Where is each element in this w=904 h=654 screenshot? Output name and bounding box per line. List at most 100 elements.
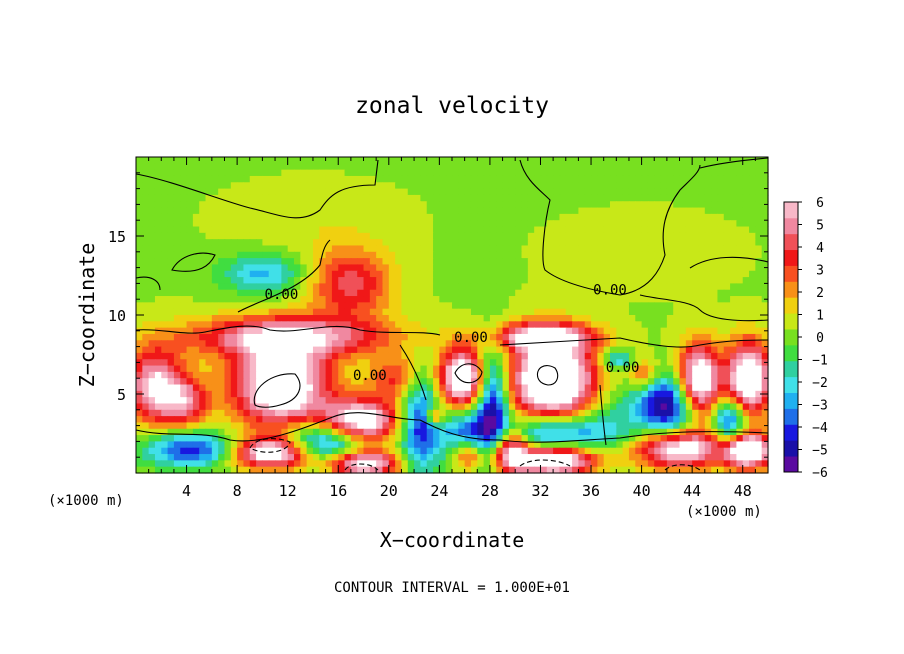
heatmap-cell	[205, 277, 213, 284]
heatmap-cell	[660, 333, 668, 341]
heatmap-cell	[761, 220, 769, 228]
heatmap-cell	[407, 264, 415, 272]
heatmap-cell	[401, 346, 409, 354]
heatmap-cell	[426, 239, 434, 247]
heatmap-cell	[711, 207, 719, 215]
heatmap-cell	[483, 201, 491, 209]
heatmap-cell	[578, 270, 586, 278]
heatmap-cell	[420, 428, 428, 436]
heatmap-cell	[603, 239, 611, 247]
heatmap-cell	[584, 315, 592, 322]
heatmap-cell	[742, 340, 750, 348]
heatmap-cell	[300, 188, 308, 196]
heatmap-cell	[350, 422, 358, 430]
heatmap-cell	[395, 428, 403, 436]
heatmap-cell	[546, 454, 554, 461]
heatmap-cell	[445, 352, 453, 360]
heatmap-cell	[458, 157, 466, 164]
heatmap-cell	[148, 258, 156, 266]
heatmap-cell	[660, 384, 668, 392]
heatmap-cell	[433, 296, 440, 303]
heatmap-cell	[578, 315, 586, 322]
heatmap-cell	[508, 201, 516, 209]
heatmap-cell	[477, 194, 485, 202]
heatmap-cell	[199, 409, 207, 417]
heatmap-cell	[641, 163, 649, 171]
heatmap-cell	[553, 359, 561, 367]
heatmap-cell	[300, 435, 308, 442]
heatmap-cell	[761, 460, 769, 468]
heatmap-cell	[426, 296, 434, 303]
heatmap-cell	[420, 201, 428, 209]
heatmap-cell	[565, 213, 573, 221]
heatmap-cell	[704, 409, 712, 417]
heatmap-cell	[243, 371, 251, 379]
heatmap-cell	[224, 207, 232, 215]
heatmap-cell	[338, 416, 346, 424]
heatmap-cell	[521, 207, 529, 215]
heatmap-cell	[591, 213, 598, 221]
heatmap-cell	[464, 346, 472, 354]
heatmap-cell	[237, 220, 245, 228]
heatmap-cell	[148, 321, 156, 329]
heatmap-cell	[603, 365, 611, 373]
heatmap-cell	[331, 428, 339, 436]
heatmap-cell	[325, 289, 333, 297]
heatmap-cell	[654, 435, 662, 442]
heatmap-cell	[603, 321, 611, 329]
heatmap-cell	[420, 359, 428, 367]
heatmap-cell	[755, 251, 763, 259]
heatmap-cell	[578, 201, 586, 209]
heatmap-cell	[433, 188, 440, 196]
heatmap-cell	[742, 258, 750, 266]
heatmap-cell	[717, 270, 725, 278]
heatmap-cell	[673, 441, 681, 449]
heatmap-cell	[173, 207, 181, 215]
heatmap-cell	[199, 315, 207, 322]
heatmap-cell	[761, 416, 769, 424]
heatmap-cell	[540, 226, 548, 234]
heatmap-cell	[654, 251, 662, 259]
heatmap-cell	[704, 188, 712, 196]
heatmap-cell	[483, 454, 491, 461]
heatmap-cell	[692, 327, 700, 335]
heatmap-cell	[496, 258, 504, 266]
heatmap-cell	[711, 352, 719, 360]
heatmap-cell	[692, 384, 700, 392]
heatmap-cell	[211, 390, 219, 398]
heatmap-cell	[717, 163, 725, 171]
heatmap-cell	[376, 365, 384, 373]
heatmap-cell	[180, 296, 188, 303]
heatmap-cell	[698, 157, 706, 164]
heatmap-cell	[698, 194, 706, 202]
heatmap-cell	[704, 157, 712, 164]
heatmap-cell	[521, 188, 529, 196]
heatmap-cell	[173, 466, 181, 474]
heatmap-cell	[136, 435, 143, 442]
heatmap-cell	[142, 346, 150, 354]
heatmap-cell	[275, 384, 282, 392]
heatmap-cell	[452, 175, 459, 183]
heatmap-cell	[199, 466, 207, 474]
heatmap-cell	[508, 226, 516, 234]
heatmap-cell	[186, 157, 194, 164]
heatmap-cell	[496, 175, 504, 183]
heatmap-cell	[243, 157, 251, 164]
heatmap-cell	[268, 327, 276, 335]
heatmap-cell	[205, 289, 213, 297]
heatmap-cell	[325, 188, 333, 196]
heatmap-cell	[603, 296, 611, 303]
heatmap-cell	[218, 207, 226, 215]
heatmap-cell	[489, 239, 497, 247]
heatmap-cell	[559, 188, 567, 196]
heatmap-cell	[742, 315, 750, 322]
heatmap-cell	[180, 194, 188, 202]
heatmap-cell	[660, 403, 668, 411]
heatmap-cell	[407, 296, 415, 303]
heatmap-cell	[300, 390, 308, 398]
heatmap-cell	[654, 220, 662, 228]
heatmap-cell	[350, 384, 358, 392]
heatmap-cell	[433, 169, 440, 177]
heatmap-cell	[483, 378, 491, 386]
heatmap-cell	[445, 340, 453, 348]
